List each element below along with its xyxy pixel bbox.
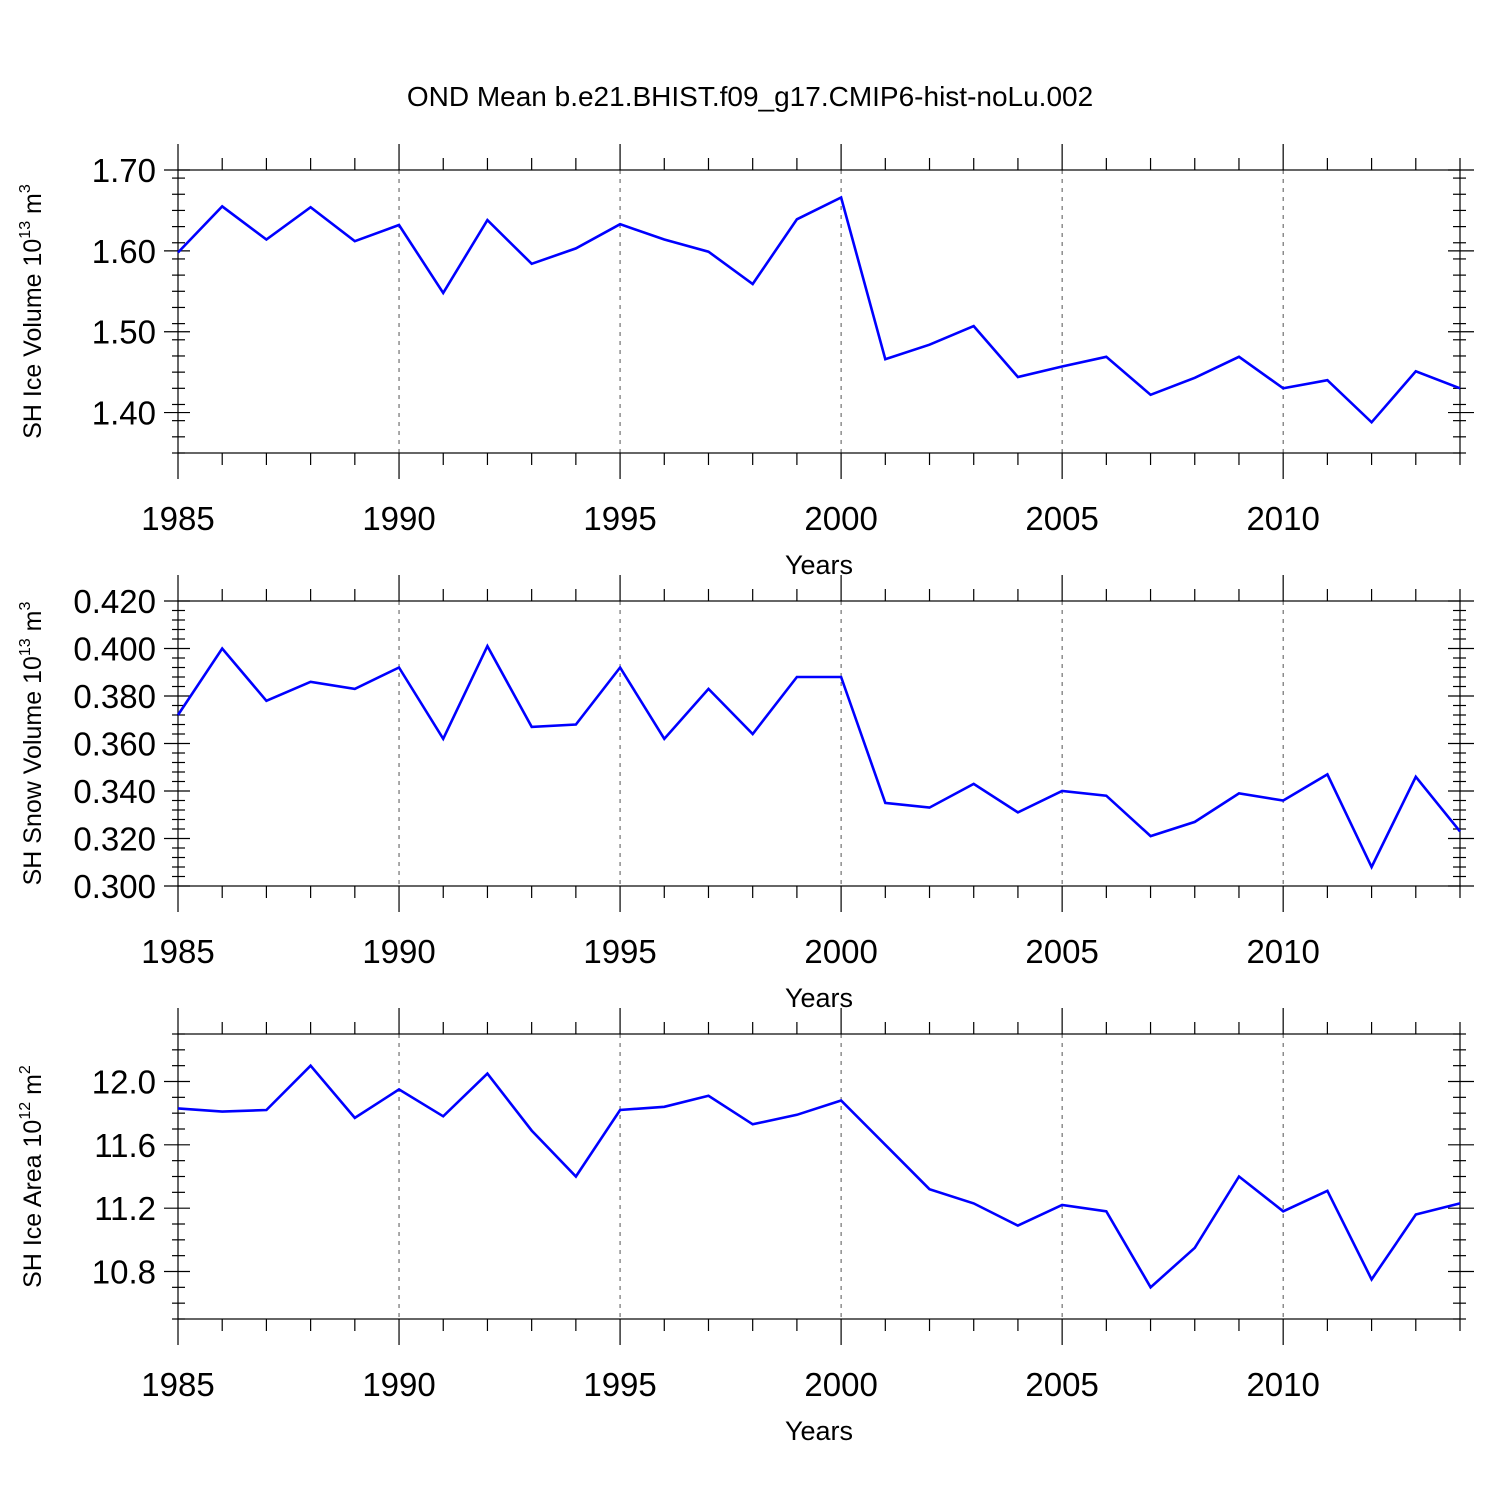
ice-volume-xtick-label: 1990 xyxy=(362,500,435,537)
snow-volume-frame xyxy=(177,600,1461,887)
snow-volume-xtick-label: 2000 xyxy=(804,933,877,970)
snow-volume-xtick-label: 2010 xyxy=(1246,933,1319,970)
ice-volume-ytick-label: 1.70 xyxy=(92,152,156,189)
snow-volume-ytick-label: 0.300 xyxy=(73,868,156,905)
ice-area-frame xyxy=(177,1033,1461,1320)
snow-volume-ytick-label: 0.340 xyxy=(73,773,156,810)
snow-volume-ytick-label: 0.360 xyxy=(73,726,156,763)
snow-volume-ytick-label: 0.320 xyxy=(73,821,156,858)
ice-volume-ylabel-main: SH Ice Volume 10 xyxy=(19,239,47,439)
ice-area-ylabel-main: SH Ice Area 10 xyxy=(19,1120,47,1288)
ice-volume-ytick-label: 1.60 xyxy=(92,233,156,270)
ice-area-ylabel-unit: m xyxy=(19,1074,47,1102)
snow-volume-series-line xyxy=(176,643,1462,870)
figure-title: OND Mean b.e21.BHIST.f09_g17.CMIP6-hist-… xyxy=(407,81,1093,112)
snow-volume-ylabel-unit: m xyxy=(19,611,47,639)
ice-volume-xtick-label: 2010 xyxy=(1246,500,1319,537)
ice-area-xtick-label: 2000 xyxy=(804,1366,877,1403)
ice-volume-ytick-label: 1.50 xyxy=(92,314,156,351)
snow-volume-xlabel: Years xyxy=(785,983,853,1013)
snow-volume-xtick-label: 1985 xyxy=(141,933,214,970)
ice-volume-series-line xyxy=(177,195,1461,425)
ice-volume-frame xyxy=(177,169,1461,454)
ice-area-ylabel-exponent: 12 xyxy=(17,1102,34,1120)
ice-volume-panel: 1985 1990 1995 2000 2005 2010 Years 1.40 1.50 1.6… xyxy=(17,144,1474,580)
ice-area-xtick-label: 2010 xyxy=(1246,1366,1319,1403)
snow-volume-panel: 1985 1990 1995 2000 2005 2010 Years 0.300 0.320 0… xyxy=(17,575,1474,1013)
snow-volume-xtick-label: 2005 xyxy=(1025,933,1098,970)
snow-volume-xtick-label: 1995 xyxy=(583,933,656,970)
ice-area-xlabel: Years xyxy=(785,1416,853,1446)
ice-area-xtick-label: 1990 xyxy=(362,1366,435,1403)
ice-area-ytick-label: 11.6 xyxy=(94,1127,156,1164)
ice-volume-ylabel: SH Ice Volume 1013 m3 xyxy=(17,184,47,439)
snow-volume-ylabel-exponent: 13 xyxy=(17,638,34,656)
snow-volume-ylabel: SH Snow Volume 1013 m3 xyxy=(17,602,47,886)
ice-volume-xtick-label: 2005 xyxy=(1025,500,1098,537)
ice-volume-xtick-label: 2000 xyxy=(804,500,877,537)
snow-volume-ytick-label: 0.400 xyxy=(73,631,156,668)
snow-volume-ytick-label: 0.380 xyxy=(73,678,156,715)
ice-area-ytick-label: 12.0 xyxy=(92,1064,156,1101)
ice-area-ylabel-unit-exponent: 2 xyxy=(17,1065,34,1074)
ice-volume-ylabel-exponent: 13 xyxy=(17,221,34,239)
ice-volume-xlabel: Years xyxy=(785,550,853,580)
snow-volume-xtick-label: 1990 xyxy=(362,933,435,970)
ice-volume-ytick-label: 1.40 xyxy=(92,395,156,432)
snow-volume-ylabel-main: SH Snow Volume 10 xyxy=(19,656,47,885)
ice-area-xtick-label: 1995 xyxy=(583,1366,656,1403)
ice-volume-xtick-label: 1995 xyxy=(583,500,656,537)
ice-area-ylabel: SH Ice Area 1012 m2 xyxy=(17,1065,47,1288)
ice-volume-ylabel-unit-exponent: 3 xyxy=(17,184,34,193)
ice-volume-ylabel-unit: m xyxy=(19,193,47,221)
ice-area-panel: 1985 1990 1995 2000 2005 2010 Years 10.8 11.2 11.… xyxy=(17,1008,1474,1446)
snow-volume-ylabel-unit-exponent: 3 xyxy=(17,602,34,611)
ice-volume-xtick-label: 1985 xyxy=(141,500,214,537)
ice-area-xtick-label: 2005 xyxy=(1025,1366,1098,1403)
ice-area-ytick-label: 11.2 xyxy=(94,1190,156,1227)
ice-area-series-line xyxy=(177,1063,1461,1290)
snow-volume-ytick-label: 0.420 xyxy=(73,583,156,620)
ice-area-ytick-label: 10.8 xyxy=(92,1254,156,1291)
ice-area-xtick-label: 1985 xyxy=(141,1366,214,1403)
